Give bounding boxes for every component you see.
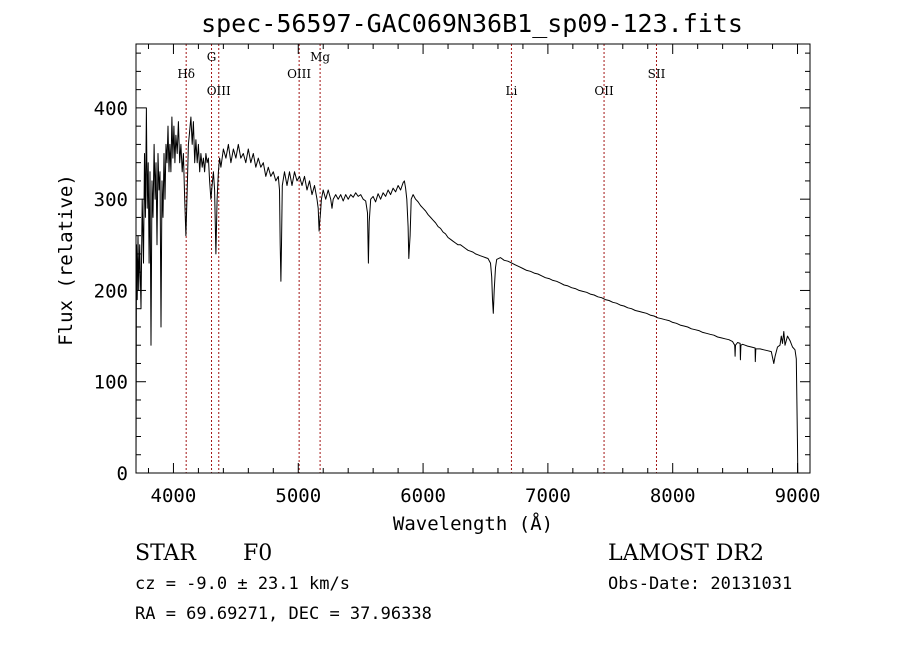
x-tick-label: 5000 xyxy=(275,485,321,507)
spectral-line-label: OIII xyxy=(207,84,231,98)
plot-frame xyxy=(135,43,811,474)
x-tick-label: 6000 xyxy=(400,485,446,507)
object-subclass: F0 xyxy=(243,541,272,566)
x-axis-label: Wavelength (Å) xyxy=(393,512,553,535)
survey-name: LAMOST DR2 xyxy=(608,541,764,566)
object-class: STAR xyxy=(135,541,197,566)
spectral-line-label: Hδ xyxy=(177,67,195,81)
spectral-line-label: Mg xyxy=(310,50,330,64)
x-tick-label: 8000 xyxy=(650,485,696,507)
y-tick-label: 400 xyxy=(94,98,128,120)
y-tick-label: 0 xyxy=(117,463,128,485)
x-tick-label: 7000 xyxy=(525,485,571,507)
spectral-line-label: OII xyxy=(594,84,614,98)
y-axis: 0 100 200 300 400 xyxy=(94,52,810,485)
obs-date-text: Obs-Date: 20131031 xyxy=(608,574,792,594)
x-axis: 4000 5000 6000 7000 8000 9000 xyxy=(147,44,821,507)
y-tick-label: 300 xyxy=(94,189,128,211)
x-tick-label: 4000 xyxy=(151,485,197,507)
spectral-line-label: SII xyxy=(648,67,666,81)
coordinates-text: RA = 69.69271, DEC = 37.96338 xyxy=(135,604,432,624)
x-tick-label: 9000 xyxy=(775,485,821,507)
redshift-text: cz = -9.0 ± 23.1 km/s xyxy=(135,574,350,594)
spectral-line-label: G xyxy=(207,50,217,64)
spectrum-line xyxy=(135,107,799,474)
chart-title: spec-56597-GAC069N36B1_sp09-123.fits xyxy=(201,9,743,38)
y-axis-label: Flux (relative) xyxy=(55,174,77,346)
y-tick-label: 100 xyxy=(94,372,128,394)
spectral-lines-group: Hδ G OIII OIII Mg Li OII SII xyxy=(177,44,666,473)
spectral-line-label: OIII xyxy=(287,67,311,81)
y-tick-label: 200 xyxy=(94,280,128,302)
spectral-line-label: Li xyxy=(506,84,518,98)
